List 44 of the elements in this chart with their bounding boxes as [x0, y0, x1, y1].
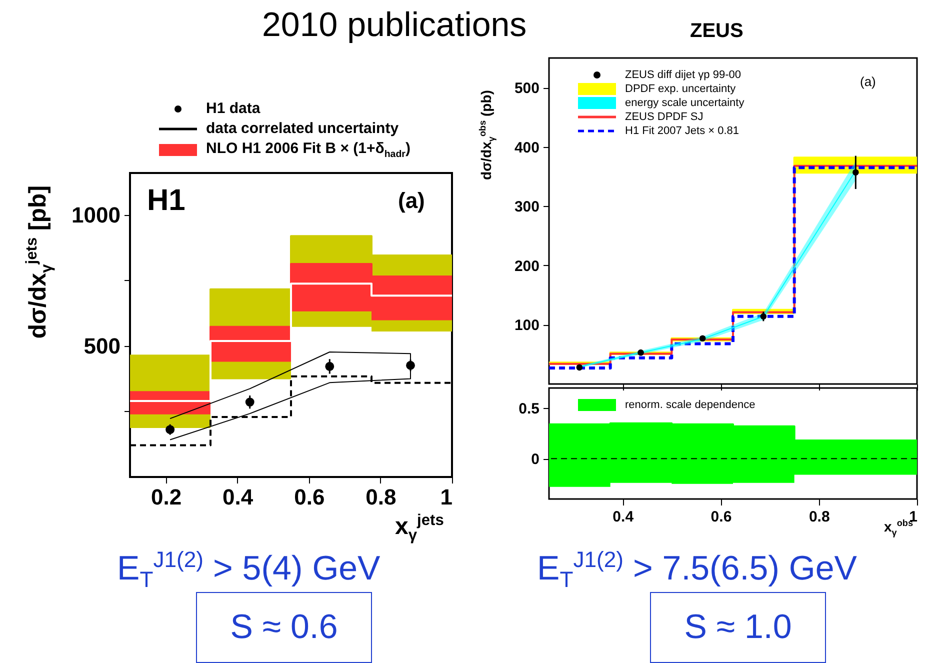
y-tick-label: 400 — [514, 139, 540, 156]
legend-label: renorm. scale dependence — [625, 399, 756, 411]
point — [406, 360, 415, 370]
x-tick-label: 0.6 — [710, 508, 732, 526]
y-tick-label: 500 — [84, 333, 120, 358]
legend-label: NLO H1 2006 Fit B × (1+δ$_{hadr}$) — [206, 140, 410, 160]
legend-label: data correlated uncertainty — [206, 120, 399, 137]
annotation: (a) — [398, 188, 425, 214]
y-tick-label: 0 — [531, 451, 540, 468]
y-tick-label: 300 — [514, 198, 540, 216]
y-tick-label: 100 — [514, 317, 540, 334]
text: E$_{T}$$^{J1(2)}$ > 7.5(6.5) GeV — [537, 547, 857, 594]
point — [576, 364, 583, 371]
y-tick-label: 200 — [514, 258, 540, 275]
x-tick-label: 0.4 — [612, 508, 634, 526]
chart-title: 2010 publications — [262, 6, 527, 45]
legend-label: H1 Fit 2007 Jets × 0.81 — [625, 125, 740, 137]
x-tick-label: 1 — [440, 484, 452, 510]
text: S ≈ 0.6 — [196, 592, 372, 663]
point — [245, 398, 254, 407]
chart-title: ZEUS — [690, 20, 744, 43]
legend-label: DPDF exp. uncertainty — [625, 83, 736, 95]
x-tick-label: 0.6 — [294, 484, 325, 510]
point — [760, 313, 767, 320]
annotation: (a) — [860, 74, 876, 89]
x-tick-label: 0.4 — [222, 484, 254, 510]
x-tick-label: 0.8 — [808, 508, 830, 526]
point — [699, 335, 706, 342]
y-tick-label: 1000 — [72, 202, 120, 228]
annotation: H1 — [147, 184, 186, 218]
legend-label: ZEUS DPDF SJ — [625, 111, 704, 123]
point — [638, 349, 644, 356]
point — [325, 362, 334, 371]
legend-label: H1 data — [206, 100, 260, 117]
text: S ≈ 1.0 — [650, 592, 826, 663]
text: E$_{T}$$^{J1(2)}$ > 5(4) GeV — [117, 547, 380, 594]
point — [166, 425, 175, 434]
x-tick-label: 0.8 — [366, 484, 396, 510]
legend-label: energy scale uncertainty — [625, 97, 744, 109]
y-tick-label: 0.5 — [518, 400, 540, 418]
y-tick-label: 500 — [514, 80, 540, 98]
x-tick-label: 0.2 — [150, 484, 182, 510]
point — [852, 169, 859, 176]
legend-label: ZEUS diff dijet γp 99-00 — [625, 69, 741, 81]
